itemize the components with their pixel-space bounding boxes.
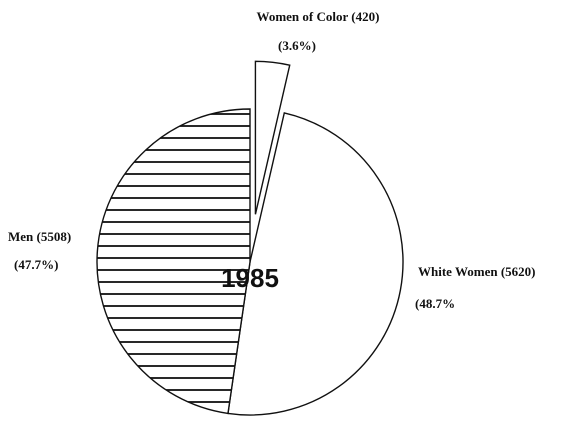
chart-title: 1985 [221, 263, 279, 293]
slice-label: Men (5508) [8, 229, 71, 244]
value-label: (48.7% [415, 296, 455, 311]
value-label: (3.6%) [278, 38, 316, 53]
slice-label: Women of Color (420) [257, 9, 380, 24]
pie-slice [254, 60, 291, 215]
pie-slice [227, 112, 404, 416]
slice-label: White Women (5620) [418, 264, 535, 279]
pie-slice [96, 108, 251, 415]
value-label: (47.7%) [14, 257, 58, 272]
